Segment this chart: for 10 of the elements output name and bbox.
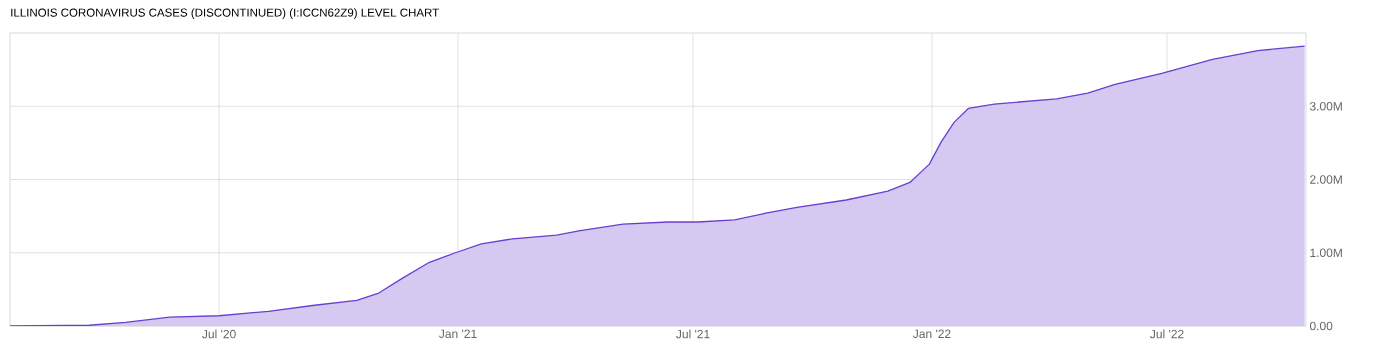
- x-tick-label: Jul '21: [676, 329, 710, 339]
- x-tick-label: Jul '20: [202, 329, 236, 339]
- x-tick-label: Jan '22: [913, 329, 951, 339]
- y-tick-label: 0.00: [1309, 321, 1333, 331]
- x-tick-label: Jul '22: [1150, 329, 1184, 339]
- chart-title: ILLINOIS CORONAVIRUS CASES (DISCONTINUED) (I:ICCN62Z9) LEVEL CHART: [11, 8, 439, 19]
- y-tick-label: 3.00M: [1309, 102, 1342, 111]
- y-tick-label: 2.00M: [1310, 175, 1342, 184]
- y-tick-label: 1.00M: [1310, 248, 1342, 258]
- x-tick-label: Jan '21: [439, 329, 477, 339]
